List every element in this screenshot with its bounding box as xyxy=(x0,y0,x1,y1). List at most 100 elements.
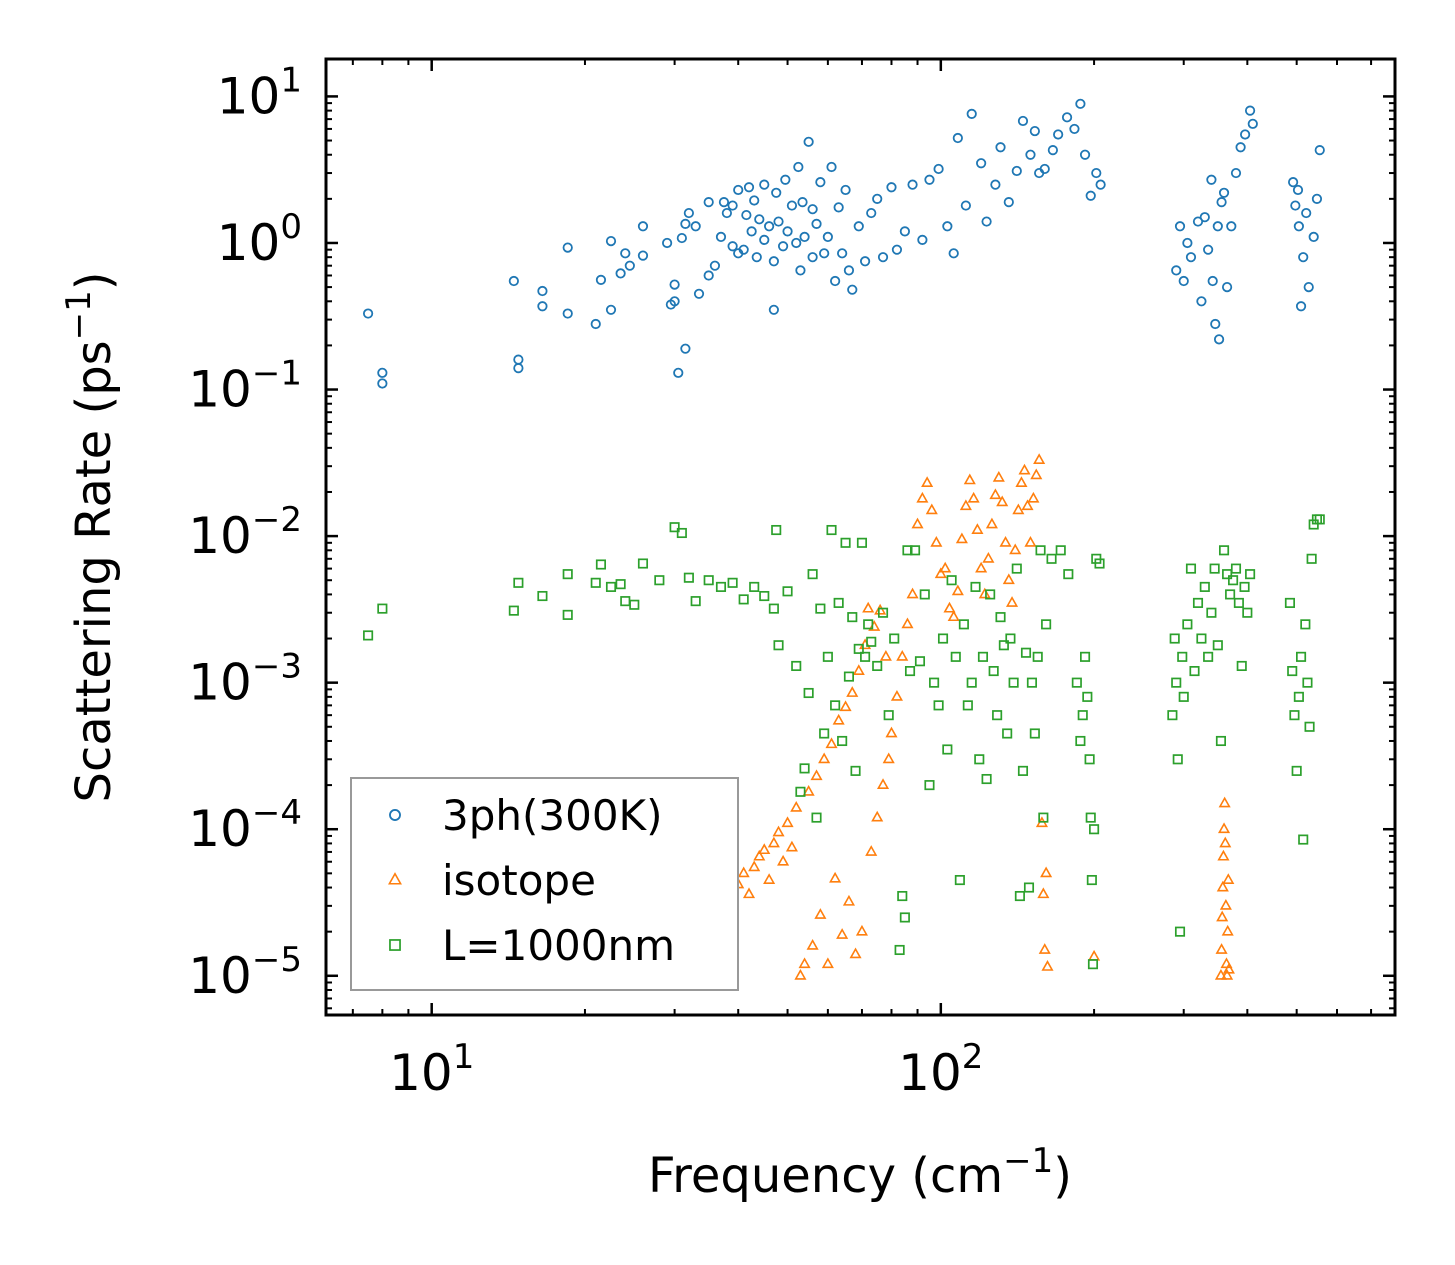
data-point xyxy=(1217,849,1230,861)
data-point xyxy=(615,268,626,279)
data-point xyxy=(803,687,814,699)
y-axis-label-text: Scattering Rate (ps xyxy=(66,340,122,802)
data-point xyxy=(746,226,757,237)
data-point xyxy=(951,584,964,596)
x-axis-label: Frequency (cm−1) xyxy=(648,1141,1072,1204)
data-point xyxy=(1206,174,1217,185)
data-point xyxy=(377,367,388,378)
data-point xyxy=(821,957,834,969)
data-point xyxy=(1012,503,1025,515)
data-point xyxy=(782,586,793,597)
data-point xyxy=(916,491,929,503)
data-point xyxy=(595,559,606,570)
data-point xyxy=(1038,943,1051,954)
x-axis-label-end: ) xyxy=(1053,1148,1072,1204)
data-point xyxy=(839,700,852,712)
series-2-points xyxy=(363,514,1325,970)
data-point xyxy=(1288,177,1299,188)
data-point xyxy=(822,651,833,662)
data-point xyxy=(662,237,673,249)
data-point xyxy=(703,575,714,586)
y-tick-exponent: −2 xyxy=(252,500,302,540)
y-tick-base: 10 xyxy=(188,947,252,1005)
data-point xyxy=(1182,237,1193,249)
data-point xyxy=(985,517,998,529)
data-point xyxy=(1284,597,1295,608)
data-point xyxy=(1039,163,1050,175)
data-point xyxy=(1206,607,1217,618)
data-point xyxy=(879,650,892,661)
data-point xyxy=(960,200,971,211)
data-point xyxy=(562,308,573,319)
data-point xyxy=(1047,145,1058,156)
data-point xyxy=(910,545,921,556)
data-point xyxy=(1218,187,1230,198)
data-point xyxy=(1210,318,1221,330)
data-point xyxy=(946,575,957,586)
data-point xyxy=(1069,123,1080,135)
data-point xyxy=(1203,244,1214,255)
data-point xyxy=(1214,968,1227,980)
data-point xyxy=(637,221,649,232)
data-point xyxy=(811,218,822,229)
data-point xyxy=(1311,514,1322,525)
data-point xyxy=(1077,710,1088,721)
data-point xyxy=(537,285,548,297)
data-point xyxy=(914,656,926,667)
data-point xyxy=(772,825,785,837)
data-point xyxy=(782,226,793,237)
data-point xyxy=(1230,167,1242,179)
y-tick-base: 10 xyxy=(188,361,252,419)
data-point xyxy=(1235,142,1246,153)
data-point xyxy=(930,535,943,547)
data-point xyxy=(872,193,883,204)
data-point xyxy=(840,184,851,196)
data-point xyxy=(1311,193,1323,204)
data-point xyxy=(537,301,548,312)
data-point xyxy=(1298,252,1309,263)
legend: 3ph(300K) isotope L=1000nm xyxy=(350,777,739,991)
data-point xyxy=(807,569,818,580)
data-point xyxy=(975,561,988,573)
data-point xyxy=(715,581,727,592)
data-point xyxy=(970,581,981,592)
data-point xyxy=(605,581,617,592)
data-point xyxy=(1212,221,1223,232)
data-point xyxy=(830,275,841,287)
y-tick-base: 10 xyxy=(217,67,281,125)
data-point xyxy=(771,187,782,198)
data-point xyxy=(811,812,822,823)
data-points xyxy=(362,98,1325,980)
data-point xyxy=(1171,265,1182,276)
y-tick-label: 100 xyxy=(217,207,302,272)
data-point xyxy=(904,666,916,677)
data-point xyxy=(1169,633,1180,644)
data-point xyxy=(768,304,779,315)
data-point xyxy=(733,184,744,196)
data-point xyxy=(794,968,807,980)
data-point xyxy=(943,601,956,613)
data-point xyxy=(1226,221,1237,232)
data-point xyxy=(797,197,808,208)
data-point xyxy=(1295,301,1307,312)
data-point xyxy=(1035,545,1046,556)
data-point xyxy=(891,244,903,255)
data-point xyxy=(1242,607,1253,618)
data-point xyxy=(690,221,701,232)
data-point xyxy=(826,524,837,536)
data-point xyxy=(1303,281,1314,293)
data-point xyxy=(1033,453,1046,465)
data-point xyxy=(1289,710,1300,721)
data-point xyxy=(911,517,924,529)
y-tick-exponent: −1 xyxy=(252,354,302,394)
data-point xyxy=(933,700,944,711)
data-point xyxy=(537,590,548,602)
data-point xyxy=(959,499,972,511)
data-point xyxy=(738,594,749,605)
y-tick-label: 10−1 xyxy=(188,354,302,419)
data-point xyxy=(1302,677,1313,688)
data-point xyxy=(1185,563,1197,574)
data-point xyxy=(749,581,760,592)
data-point xyxy=(1027,491,1040,503)
data-point xyxy=(1082,691,1093,702)
